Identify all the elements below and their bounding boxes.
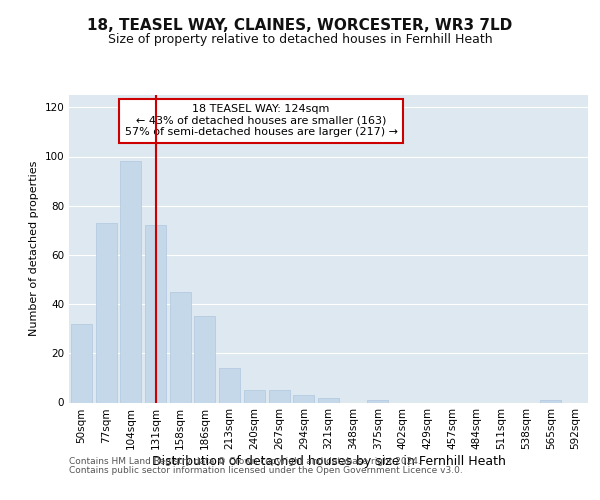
Bar — [293, 395, 314, 402]
X-axis label: Distribution of detached houses by size in Fernhill Heath: Distribution of detached houses by size … — [152, 455, 505, 468]
Bar — [269, 390, 290, 402]
Bar — [120, 162, 141, 402]
Bar — [145, 226, 166, 402]
Text: 18, TEASEL WAY, CLAINES, WORCESTER, WR3 7LD: 18, TEASEL WAY, CLAINES, WORCESTER, WR3 … — [88, 18, 512, 32]
Text: Size of property relative to detached houses in Fernhill Heath: Size of property relative to detached ho… — [107, 32, 493, 46]
Bar — [170, 292, 191, 403]
Bar — [244, 390, 265, 402]
Y-axis label: Number of detached properties: Number of detached properties — [29, 161, 39, 336]
Bar — [219, 368, 240, 402]
Bar — [541, 400, 562, 402]
Bar — [367, 400, 388, 402]
Text: Contains HM Land Registry data © Crown copyright and database right 2024.: Contains HM Land Registry data © Crown c… — [69, 458, 421, 466]
Bar — [95, 223, 116, 402]
Bar — [71, 324, 92, 402]
Text: 18 TEASEL WAY: 124sqm
← 43% of detached houses are smaller (163)
57% of semi-det: 18 TEASEL WAY: 124sqm ← 43% of detached … — [125, 104, 398, 138]
Bar — [194, 316, 215, 402]
Bar — [318, 398, 339, 402]
Text: Contains public sector information licensed under the Open Government Licence v3: Contains public sector information licen… — [69, 466, 463, 475]
